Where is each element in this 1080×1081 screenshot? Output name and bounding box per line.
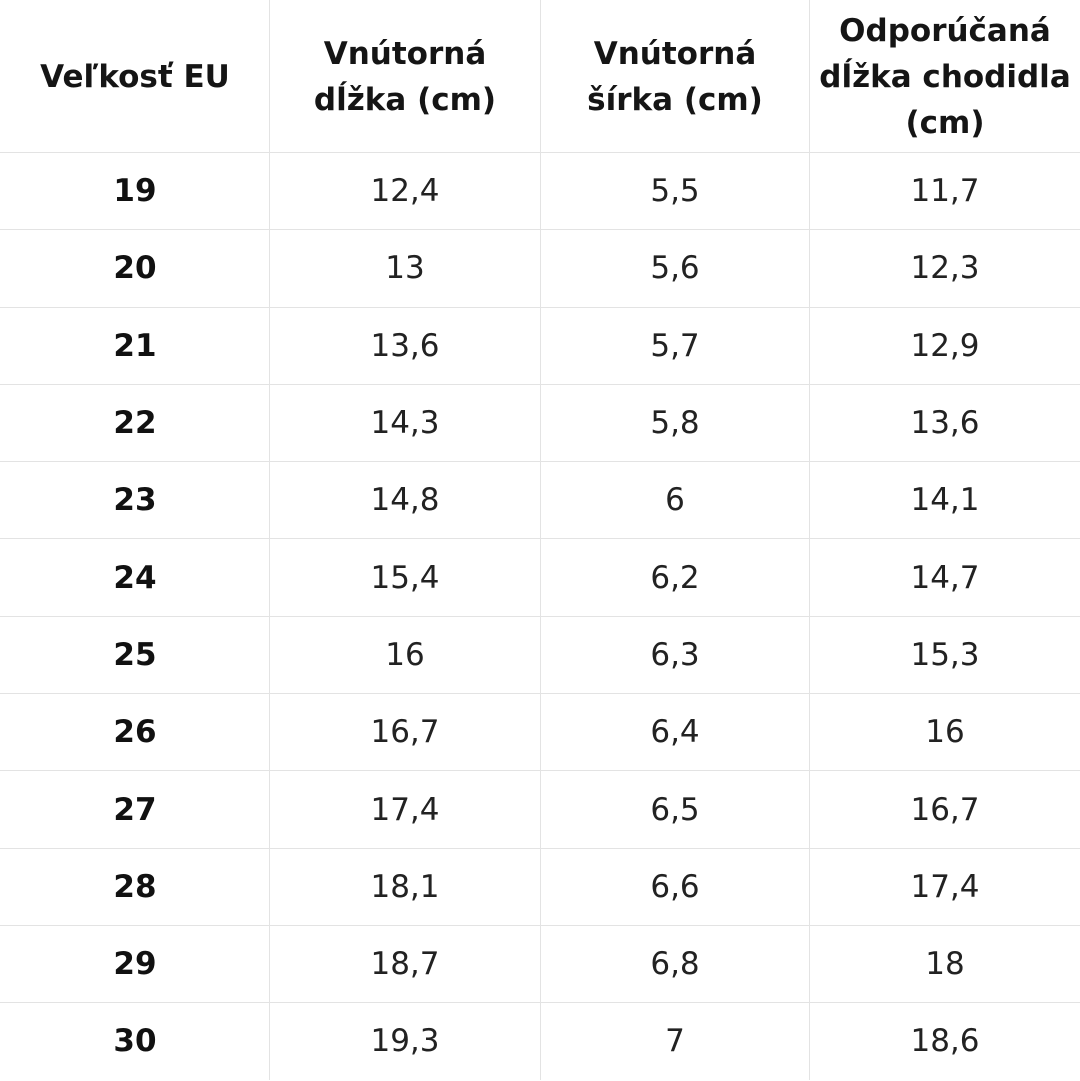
inner-length-cell: 14,8 (270, 462, 541, 539)
table-row: 20 13 5,6 12,3 (1, 230, 1080, 307)
eu-size-cell: 25 (1, 616, 270, 693)
table-row: 30 19,3 7 18,6 (1, 1003, 1080, 1080)
inner-width-cell: 6 (541, 462, 810, 539)
column-header-inner-width: Vnútorná šírka (cm) (541, 1, 810, 153)
inner-width-cell: 5,7 (541, 307, 810, 384)
header-row: Veľkosť EU Vnútorná dĺžka (cm) Vnútorná … (1, 1, 1080, 153)
eu-size-cell: 23 (1, 462, 270, 539)
inner-width-cell: 7 (541, 1003, 810, 1080)
column-header-inner-length: Vnútorná dĺžka (cm) (270, 1, 541, 153)
inner-length-cell: 16 (270, 616, 541, 693)
inner-length-cell: 13,6 (270, 307, 541, 384)
table-header: Veľkosť EU Vnútorná dĺžka (cm) Vnútorná … (1, 1, 1080, 153)
inner-width-cell: 6,3 (541, 616, 810, 693)
inner-width-cell: 6,2 (541, 539, 810, 616)
inner-length-cell: 16,7 (270, 694, 541, 771)
foot-length-cell: 12,3 (810, 230, 1080, 307)
table-row: 26 16,7 6,4 16 (1, 694, 1080, 771)
inner-length-cell: 17,4 (270, 771, 541, 848)
inner-length-cell: 14,3 (270, 384, 541, 461)
inner-length-cell: 18,1 (270, 848, 541, 925)
foot-length-cell: 11,7 (810, 153, 1080, 230)
eu-size-cell: 22 (1, 384, 270, 461)
foot-length-cell: 15,3 (810, 616, 1080, 693)
eu-size-cell: 30 (1, 1003, 270, 1080)
foot-length-cell: 17,4 (810, 848, 1080, 925)
foot-length-cell: 13,6 (810, 384, 1080, 461)
foot-length-cell: 14,1 (810, 462, 1080, 539)
inner-length-cell: 15,4 (270, 539, 541, 616)
eu-size-cell: 21 (1, 307, 270, 384)
inner-width-cell: 5,8 (541, 384, 810, 461)
table-body: 19 12,4 5,5 11,7 20 13 5,6 12,3 21 13,6 … (1, 153, 1080, 1081)
table-row: 28 18,1 6,6 17,4 (1, 848, 1080, 925)
table-row: 24 15,4 6,2 14,7 (1, 539, 1080, 616)
foot-length-cell: 18 (810, 925, 1080, 1002)
inner-width-cell: 6,8 (541, 925, 810, 1002)
eu-size-cell: 27 (1, 771, 270, 848)
eu-size-cell: 26 (1, 694, 270, 771)
inner-width-cell: 6,4 (541, 694, 810, 771)
inner-width-cell: 6,6 (541, 848, 810, 925)
eu-size-cell: 20 (1, 230, 270, 307)
table-row: 29 18,7 6,8 18 (1, 925, 1080, 1002)
inner-length-cell: 12,4 (270, 153, 541, 230)
foot-length-cell: 16 (810, 694, 1080, 771)
column-header-recommended-foot-length: Odporúčaná dĺžka chodidla (cm) (810, 1, 1080, 153)
foot-length-cell: 16,7 (810, 771, 1080, 848)
foot-length-cell: 18,6 (810, 1003, 1080, 1080)
eu-size-cell: 19 (1, 153, 270, 230)
column-header-eu-size: Veľkosť EU (1, 1, 270, 153)
table-row: 25 16 6,3 15,3 (1, 616, 1080, 693)
inner-width-cell: 6,5 (541, 771, 810, 848)
inner-width-cell: 5,6 (541, 230, 810, 307)
table-row: 22 14,3 5,8 13,6 (1, 384, 1080, 461)
table-row: 23 14,8 6 14,1 (1, 462, 1080, 539)
table-row: 27 17,4 6,5 16,7 (1, 771, 1080, 848)
inner-width-cell: 5,5 (541, 153, 810, 230)
eu-size-cell: 28 (1, 848, 270, 925)
table-row: 19 12,4 5,5 11,7 (1, 153, 1080, 230)
inner-length-cell: 19,3 (270, 1003, 541, 1080)
inner-length-cell: 18,7 (270, 925, 541, 1002)
foot-length-cell: 12,9 (810, 307, 1080, 384)
table-row: 21 13,6 5,7 12,9 (1, 307, 1080, 384)
foot-length-cell: 14,7 (810, 539, 1080, 616)
eu-size-cell: 24 (1, 539, 270, 616)
eu-size-cell: 29 (1, 925, 270, 1002)
inner-length-cell: 13 (270, 230, 541, 307)
